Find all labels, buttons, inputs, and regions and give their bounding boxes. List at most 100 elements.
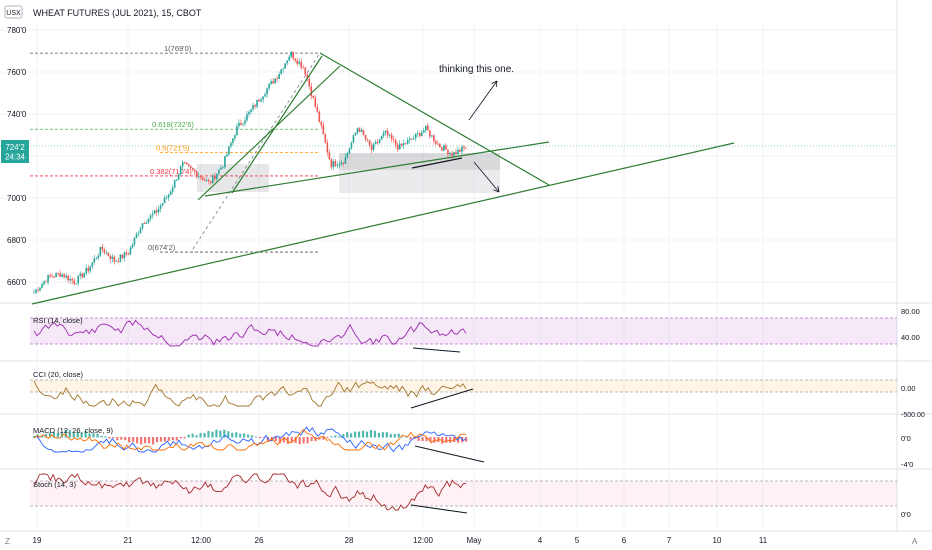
divergence-line-cci [410, 388, 474, 409]
macd-histogram-bar [219, 430, 222, 438]
macd-histogram-bar [278, 437, 281, 444]
price-axis-tick: 760'0 [7, 68, 27, 77]
candle-body [87, 267, 90, 272]
candle-body [115, 261, 118, 262]
stoch-label: Stoch (14, 3) [33, 480, 76, 489]
macd-histogram-bar [334, 435, 337, 438]
macd-histogram-bar [195, 435, 198, 438]
time-axis-tick: 11 [759, 536, 768, 545]
trendline-descending [319, 52, 550, 186]
drawings[interactable] [31, 52, 735, 305]
zoom-tool-button[interactable]: Z [5, 537, 10, 546]
candle-body [71, 278, 73, 281]
macd-histogram-bar [140, 437, 143, 445]
candle-body [107, 252, 110, 256]
candle-body [230, 142, 232, 147]
macd-histogram-bar [171, 437, 174, 441]
candle-body [254, 105, 256, 107]
macd-histogram-bar [401, 436, 404, 438]
macd-histogram-bar [40, 436, 44, 438]
trendline-pole [231, 55, 323, 194]
candle-body [117, 261, 120, 262]
divergence-line-rsi [412, 347, 461, 353]
candle-body [332, 161, 335, 168]
auto-scale-button[interactable]: A [912, 537, 918, 546]
candle-body [416, 133, 419, 135]
indicator-panes: RSI (14, close) 80.00 40.00 CCI (20, close)… [30, 307, 925, 519]
candle-body [191, 167, 194, 170]
candle-body [455, 152, 457, 155]
candle-body [350, 142, 353, 149]
candle-body [461, 146, 463, 152]
candle-body [187, 164, 190, 166]
macd-histogram-bar [227, 431, 230, 438]
candle-body [129, 247, 132, 255]
candle-body [410, 138, 413, 140]
stoch-line [33, 473, 467, 511]
candle-body [135, 234, 138, 238]
candle-body [304, 67, 307, 75]
candle-body [260, 99, 262, 102]
candle-body [65, 275, 67, 278]
candle-body [161, 203, 164, 206]
macd-histogram-bar [128, 437, 131, 443]
macd-histogram-bar [365, 431, 369, 438]
candle-body [374, 142, 377, 144]
stoch-band [30, 481, 897, 506]
candle-body [282, 68, 284, 70]
macd-histogram-bar [290, 437, 293, 443]
macd-histogram-bar [302, 437, 305, 444]
macd-histogram-bar [76, 431, 79, 438]
candle-body [218, 169, 220, 174]
candle-body [246, 114, 248, 121]
candle-body [181, 162, 184, 167]
cci-axis-tick: 0.00 [901, 384, 916, 393]
candle-body [272, 81, 274, 84]
candle-body [402, 143, 405, 146]
candle-body [195, 171, 198, 177]
fibonacci-retracement[interactable]: 1(769'0) 0.618(732'6) 0.5(721'5) 0.382(710'… [30, 44, 321, 253]
rsi-band [30, 318, 897, 344]
candle-body [296, 60, 299, 64]
macd-histogram-bar [397, 433, 400, 438]
candle-body [85, 267, 88, 274]
annotation-text[interactable]: thinking this one. [439, 64, 514, 75]
candle-body [316, 106, 319, 112]
candle-body [386, 130, 389, 136]
candle-body [420, 132, 423, 137]
candle-body [292, 51, 294, 59]
candle-body [201, 177, 204, 180]
candle-body [93, 258, 96, 263]
rsi-label: RSI (14, close) [33, 316, 83, 325]
candle-body [51, 276, 53, 278]
candle-body [290, 51, 292, 57]
symbol-badge[interactable] [4, 5, 23, 19]
macd-histogram-bar [33, 435, 36, 438]
candle-body [380, 135, 383, 140]
arrow-bearish [473, 161, 500, 193]
macd-histogram-bar [211, 431, 214, 438]
candle-body [49, 275, 51, 277]
macd-histogram-bar [322, 437, 325, 440]
candle-body [308, 79, 311, 87]
macd-histogram-bar [112, 437, 115, 439]
candle-body [81, 273, 84, 278]
candle-body [248, 111, 250, 115]
macd-histogram-bar [151, 437, 155, 445]
arrow-bullish-head [491, 80, 498, 84]
candle-body [91, 262, 94, 267]
macd-histogram-bar [80, 432, 83, 438]
macd-histogram-bar [187, 434, 190, 438]
macd-histogram-bar [163, 437, 166, 442]
macd-histogram-bar [310, 437, 313, 442]
macd-histogram-bar [100, 435, 103, 438]
arrow-bullish-head [495, 80, 498, 88]
macd-histogram-bar [318, 437, 321, 440]
candle-body [406, 140, 409, 144]
divergence-line-macd [414, 445, 485, 463]
candle-body [175, 179, 178, 181]
fib-trend-line [192, 52, 321, 250]
candle-body [123, 252, 126, 259]
candle-body [101, 246, 104, 250]
